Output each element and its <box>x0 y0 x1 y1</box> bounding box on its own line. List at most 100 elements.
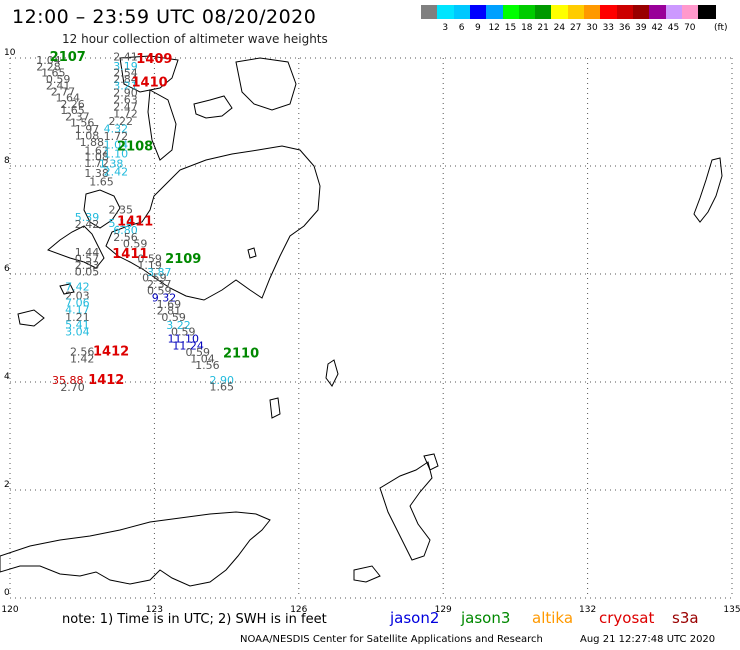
wave-height-reading: 1.19 <box>137 259 162 272</box>
scale-label: 70 <box>684 23 696 33</box>
coastline-halmahera <box>379 461 433 561</box>
wave-height-reading: 1.65 <box>210 381 235 394</box>
orbit-number-label: 1412 <box>88 373 124 388</box>
scale-swatch <box>469 5 488 19</box>
scale-swatch <box>551 5 570 19</box>
wave-height-reading: 0.59 <box>161 311 186 324</box>
satellite-legend-jason3: jason3 <box>461 609 511 627</box>
scale-label: 45 <box>667 23 680 33</box>
wave-height-reading: 11.24 <box>172 340 204 353</box>
wave-height-reading: 1.72 <box>113 107 138 120</box>
wave-height-reading: 1.21 <box>65 311 90 324</box>
wave-height-reading: 2.70 <box>60 381 85 394</box>
wave-height-reading: 1.65 <box>41 66 66 79</box>
wave-height-reading: 0.05 <box>75 266 100 279</box>
wave-height-reading: 6.80 <box>113 224 138 237</box>
wave-height-reading: 2.33 <box>75 259 100 272</box>
coastline-morotai <box>423 453 439 471</box>
scale-label: 6 <box>458 23 465 33</box>
wave-height-reading: 0.59 <box>185 346 210 359</box>
orbit-number-label: 2108 <box>117 139 153 154</box>
wave-height-reading: 1.88 <box>80 136 105 149</box>
wave-height-reading: 0.59 <box>46 73 71 86</box>
scale-swatch <box>535 5 554 19</box>
wave-height-reading: 2.28 <box>36 60 61 73</box>
wave-height-reading: 2.42 <box>104 166 129 179</box>
wave-height-reading: 3.22 <box>166 319 191 332</box>
wave-height-reading: 4.32 <box>104 123 129 136</box>
scale-swatch <box>502 5 521 19</box>
scale-swatch <box>681 5 700 19</box>
satellite-legend-s3a: s3a <box>672 609 699 627</box>
wave-height-reading: 1.08 <box>84 151 109 164</box>
wave-height-reading: 5.39 <box>75 211 100 224</box>
scale-swatch <box>665 5 684 19</box>
wave-height-reading: 9.32 <box>152 292 177 305</box>
wave-height-reading: 1.97 <box>75 123 100 136</box>
wave-height-reading: 1.38 <box>84 167 109 180</box>
scale-label: 30 <box>586 23 598 33</box>
scale-label: 36 <box>618 23 631 33</box>
footer-note: note: 1) Time is in UTC; 2) SWH is in fe… <box>62 612 327 627</box>
wave-height-reading: 2.47 <box>113 100 138 113</box>
wave-height-reading: 2.63 <box>113 93 138 106</box>
scale-swatch <box>698 5 717 19</box>
coastline-negros <box>147 89 177 161</box>
wave-height-reading: 2.56 <box>70 346 95 359</box>
wave-height-reading: 7.06 <box>65 296 90 309</box>
wave-height-reading: 1.08 <box>75 130 100 143</box>
wave-height-reading: 0.59 <box>142 272 167 285</box>
wave-height-reading: 3.19 <box>113 60 138 73</box>
wave-height-reading: 11.10 <box>168 333 200 346</box>
coastline-samar <box>235 57 297 111</box>
wave-height-reading: 2.42 <box>75 218 100 231</box>
wave-height-reading: 2.37 <box>65 111 90 124</box>
scale-swatch <box>600 5 619 19</box>
wave-height-reading: 1.64 <box>56 92 81 105</box>
wave-height-reading: 3.04 <box>65 326 90 339</box>
wave-height-reading: 2.90 <box>113 86 138 99</box>
lat-lon-grid: 120 123 126 129 132 135 0 2 4 6 8 10 <box>1 48 740 615</box>
wave-height-reading: 2.03 <box>65 289 90 302</box>
wave-height-reading: 1.04 <box>190 353 215 366</box>
coastline <box>0 55 723 587</box>
orbit-number-label: 1409 <box>136 52 172 67</box>
scale-label: 24 <box>553 23 566 33</box>
wave-height-reading: 2.84 <box>113 73 138 86</box>
wave-height-reading: 0.59 <box>147 285 172 298</box>
wave-height-reading: 2.54 <box>113 66 138 79</box>
scale-swatch <box>584 5 602 19</box>
orbit-number-label: 2110 <box>223 347 259 362</box>
coastline-panay <box>119 55 179 93</box>
orbit-number-label: 1411 <box>112 247 148 262</box>
wave-height-reading: 2.90 <box>210 374 235 387</box>
satellite-legend-cryosat: cryosat <box>599 609 655 627</box>
coastline-bohol <box>193 95 233 119</box>
wave-height-reading: 2.56 <box>113 231 138 244</box>
generated-timestamp: Aug 21 12:27:48 UTC 2020 <box>580 634 716 645</box>
wave-height-reading: 2.37 <box>147 278 172 291</box>
scale-label: 15 <box>504 23 517 33</box>
scale-label: 21 <box>537 23 549 33</box>
lon-tick-label: 123 <box>146 605 163 615</box>
wave-height-reading: 1.65 <box>89 175 114 188</box>
orbit-number-label: 2107 <box>50 50 86 65</box>
wave-height-reading: 1.10 <box>104 147 129 160</box>
satellite-legend-altika: altika <box>532 609 574 627</box>
wave-height-reading: 1.69 <box>157 298 182 311</box>
coastline-obi <box>353 565 381 583</box>
coastline-palawan <box>47 225 105 269</box>
scale-label: 42 <box>651 23 663 33</box>
wave-height-reading: 2.41 <box>46 79 71 92</box>
coastline-zamboanga <box>83 189 121 229</box>
wave-height-reading: 1.04 <box>104 139 129 152</box>
wave-height-reading: 1.38 <box>99 158 124 171</box>
wave-height-reading: 5.14 <box>108 217 133 230</box>
coastline-palau <box>693 157 723 223</box>
wave-height-reading: 0.57 <box>75 253 100 266</box>
scale-swatch <box>453 5 472 19</box>
wave-height-reading: 2.81 <box>157 305 182 318</box>
orbit-number-label: 1411 <box>117 214 153 229</box>
credit-line: NOAA/NESDIS Center for Satellite Applica… <box>240 634 543 645</box>
wave-height-reading: 2.77 <box>51 85 76 98</box>
